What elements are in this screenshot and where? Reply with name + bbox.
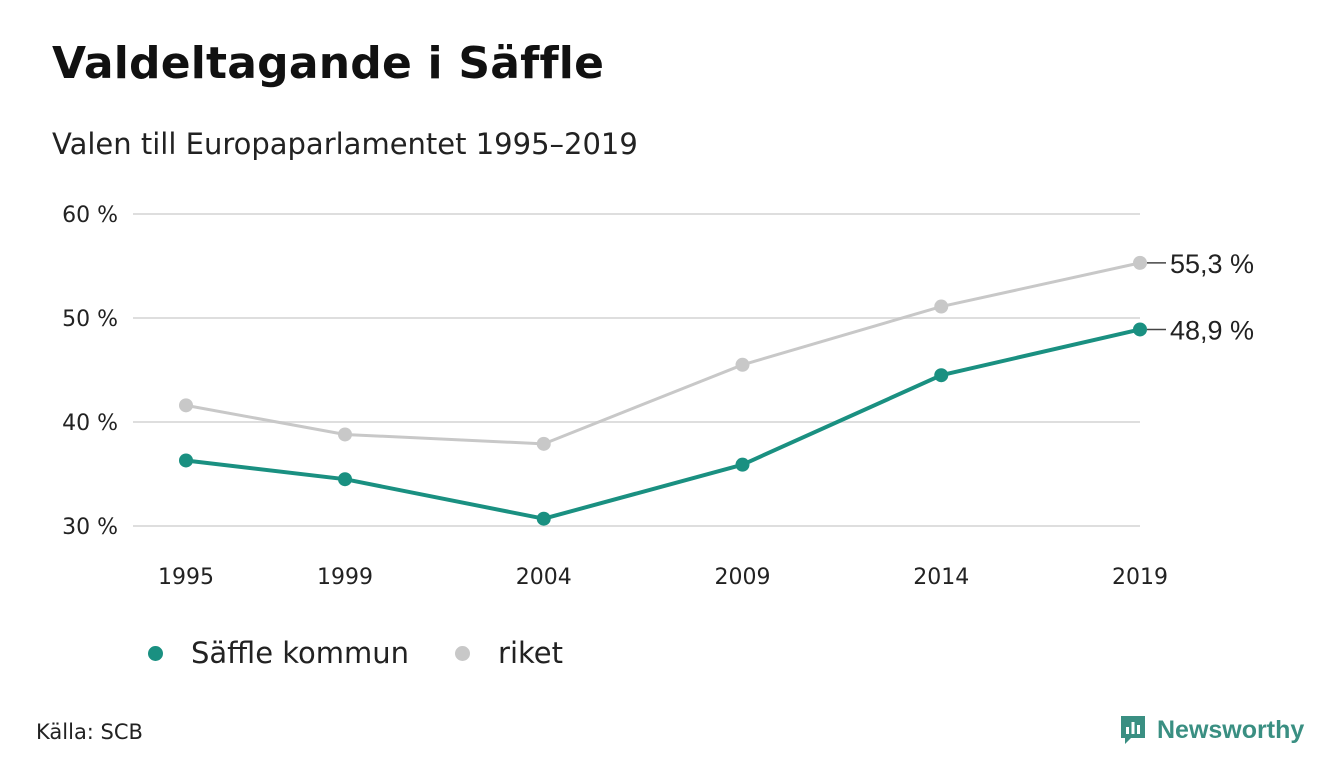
line-chart: 30 % 40 % 50 % 60 % 1995 1999 2004 2009 2014 201… <box>62 203 1254 590</box>
chart-title: Valdeltagande i Säffle <box>52 38 605 89</box>
data-point <box>934 368 949 383</box>
legend-item-saffle: Säffle kommun <box>148 636 409 670</box>
source-note: Källa: SCB <box>36 720 143 744</box>
legend-label-riket: riket <box>498 636 563 670</box>
x-tick-label: 1999 <box>317 565 373 590</box>
legend-label-saffle: Säffle kommun <box>191 636 410 670</box>
series-line <box>185 261 1141 446</box>
series <box>179 255 1147 526</box>
data-point <box>735 357 750 372</box>
data-point <box>536 511 551 526</box>
legend-marker-saffle <box>148 645 163 661</box>
x-tick-label: 2009 <box>715 565 771 590</box>
chart-subtitle: Valen till Europaparlamentet 1995–2019 <box>52 127 638 161</box>
x-tick-label: 2019 <box>1112 565 1168 590</box>
x-axis-ticks: 1995 1999 2004 2009 2014 2019 <box>158 565 1168 590</box>
y-tick-label: 30 % <box>62 515 118 540</box>
legend: Säffle kommun riket <box>148 636 609 670</box>
gridlines <box>133 213 1140 527</box>
data-point <box>179 398 193 413</box>
end-label: 48,9 % <box>1170 315 1254 345</box>
y-tick-label: 60 % <box>62 203 118 228</box>
newsworthy-logo-icon <box>1121 716 1145 744</box>
end-label: 55,3 % <box>1170 249 1254 279</box>
end-labels: 55,3 % 48,9 % <box>1147 249 1254 345</box>
y-tick-label: 40 % <box>62 411 118 436</box>
x-tick-label: 2004 <box>516 565 572 590</box>
y-axis-ticks: 30 % 40 % 50 % 60 % <box>62 203 118 540</box>
brand-name: Newsworthy <box>1157 715 1305 744</box>
y-tick-label: 50 % <box>62 307 118 332</box>
x-tick-label: 1995 <box>158 565 214 590</box>
data-point <box>735 457 750 472</box>
series-saffle <box>179 322 1147 526</box>
data-point <box>1133 322 1147 337</box>
x-tick-label: 2014 <box>913 565 969 590</box>
data-point <box>934 299 949 314</box>
legend-marker-riket <box>455 645 471 661</box>
series-riket <box>179 255 1147 451</box>
data-point <box>179 453 193 468</box>
data-point <box>1133 255 1147 270</box>
data-point <box>338 427 352 442</box>
legend-item-riket: riket <box>455 636 563 670</box>
data-point <box>536 436 551 451</box>
brand: Newsworthy <box>1119 714 1304 746</box>
series-line <box>185 327 1141 521</box>
data-point <box>338 472 352 487</box>
